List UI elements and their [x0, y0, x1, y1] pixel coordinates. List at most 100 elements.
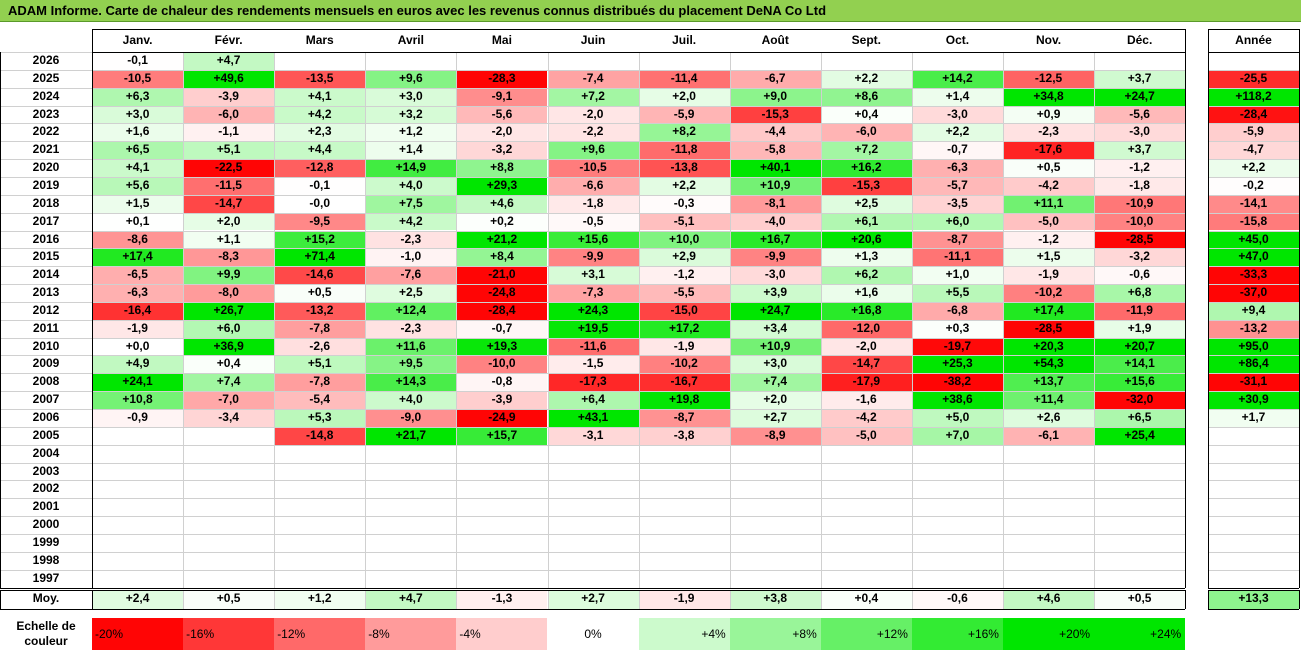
heatmap-cell: +11,6 [365, 337, 457, 356]
heatmap-cell: +6,0 [911, 212, 1003, 231]
average-cell: +2,7 [547, 590, 639, 609]
heatmap-cell [638, 52, 730, 70]
grid-line [0, 337, 1186, 339]
heatmap-cell [92, 551, 184, 570]
heatmap-cell [729, 52, 821, 70]
heatmap-cell: -2,0 [820, 337, 912, 356]
heatmap-cell [365, 533, 457, 552]
grid-line [1208, 87, 1299, 89]
heatmap-cell: -38,2 [911, 373, 1003, 392]
heatmap-cell: -2,3 [365, 319, 457, 338]
heatmap-cell: +54,3 [1003, 355, 1095, 374]
annual-cell: -37,0 [1208, 284, 1299, 302]
heatmap-cell: +24,7 [1094, 87, 1186, 106]
heatmap-cell: -4,0 [729, 212, 821, 231]
heatmap-cell: -11,6 [547, 337, 639, 356]
heatmap-cell: +25,4 [1094, 426, 1186, 445]
annual-cell [1208, 516, 1299, 534]
year-label: 2006 [32, 410, 60, 424]
average-cell: +4,7 [365, 590, 457, 609]
heatmap-cell: +8,8 [456, 159, 548, 177]
heatmap-cell: +2,5 [365, 284, 457, 302]
border-line [1208, 29, 1299, 30]
heatmap-cell: -17,3 [547, 373, 639, 392]
grid-line [911, 590, 913, 609]
heatmap-cell: +40,1 [729, 159, 821, 177]
grid-line [0, 480, 1186, 482]
grid-line [729, 52, 731, 588]
heatmap-cell: +20,6 [820, 230, 912, 249]
border-line [0, 609, 1186, 610]
month-header-2: Mars [305, 33, 334, 47]
heatmap-cell: +4,2 [365, 212, 457, 231]
scale-stop: -12% [274, 618, 366, 650]
year-label: 2017 [32, 213, 60, 228]
heatmap-cell: -0,8 [456, 373, 548, 392]
grid-line [1208, 159, 1299, 161]
average-cell: +3,8 [729, 590, 821, 609]
year-label: 2002 [32, 481, 60, 496]
heatmap-cell: -28,3 [456, 69, 548, 88]
grid-line [0, 516, 1186, 518]
heatmap-cell: +0,5 [1003, 159, 1095, 177]
heatmap-cell: -8,7 [638, 409, 730, 427]
heatmap-cell: -9,0 [365, 409, 457, 427]
heatmap-cell: +5,1 [274, 355, 366, 374]
heatmap-cell: +2,5 [820, 194, 912, 213]
average-label: Moy. [32, 591, 60, 605]
grid-line [0, 462, 1186, 464]
heatmap-cell [1094, 52, 1186, 70]
year-label: 2016 [32, 231, 60, 246]
heatmap-cell: -12,8 [274, 159, 366, 177]
grid-line [0, 284, 1186, 286]
heatmap-cell: +3,4 [729, 319, 821, 338]
grid-line [0, 266, 1186, 268]
heatmap-cell: +8,6 [820, 87, 912, 106]
heatmap-cell: -9,1 [456, 87, 548, 106]
heatmap-cell: -3,1 [547, 426, 639, 445]
heatmap-cell: +15,6 [547, 230, 639, 249]
heatmap-cell: +1,4 [911, 87, 1003, 106]
year-label: 2026 [32, 53, 60, 67]
border-line [92, 29, 1186, 30]
grid-line [183, 590, 185, 609]
heatmap-cell [547, 516, 639, 534]
heatmap-cell: -24,9 [456, 409, 548, 427]
heatmap-cell: +49,6 [183, 69, 275, 88]
grid-line [1208, 444, 1299, 446]
heatmap-cell [638, 569, 730, 588]
heatmap-cell: -17,9 [820, 373, 912, 392]
heatmap-cell: -1,2 [1094, 159, 1186, 177]
heatmap-cell: -0,7 [456, 319, 548, 338]
heatmap-cell: -12,5 [1003, 69, 1095, 88]
heatmap-cell: -8,1 [729, 194, 821, 213]
annual-cell: +95,0 [1208, 337, 1299, 356]
heatmap-cell [456, 480, 548, 499]
grid-line [820, 590, 822, 609]
heatmap-cell: +16,2 [820, 159, 912, 177]
heatmap-cell [911, 444, 1003, 463]
average-annual-cell: +13,3 [1208, 590, 1299, 609]
average-cell: -1,9 [638, 590, 730, 609]
heatmap-cell: +0,1 [92, 212, 184, 231]
heatmap-cell [547, 498, 639, 517]
heatmap-cell [92, 462, 184, 481]
heatmap-cell [911, 533, 1003, 552]
annual-cell: -0,2 [1208, 176, 1299, 195]
annual-cell [1208, 462, 1299, 481]
annual-cell: -4,7 [1208, 141, 1299, 160]
heatmap-cell: +1,4 [365, 141, 457, 160]
year-label: 1997 [32, 570, 60, 585]
heatmap-cell: +34,8 [1003, 87, 1095, 106]
year-label: 2022 [32, 124, 60, 139]
grid-line [1003, 590, 1004, 609]
heatmap-cell: +5,3 [274, 409, 366, 427]
grid-line [1208, 230, 1299, 232]
scale-stop: -8% [365, 618, 457, 650]
heatmap-cell: +8,2 [638, 123, 730, 142]
grid-line [1094, 52, 1096, 588]
month-header-7: Août [761, 33, 789, 47]
heatmap-cell [547, 569, 639, 588]
heatmap-cell: -5,0 [820, 426, 912, 445]
month-header-1: Févr. [214, 33, 243, 47]
